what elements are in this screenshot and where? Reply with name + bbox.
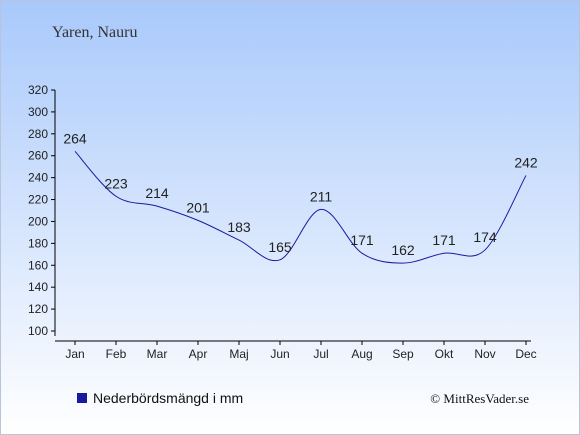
x-tick-label: Apr xyxy=(189,347,208,361)
y-tick-label: 100 xyxy=(28,324,48,338)
data-label: 211 xyxy=(310,188,333,204)
x-tick-label: Okt xyxy=(435,347,454,361)
y-axis-ticks: 100 120 140 160 180 200 220 240 260 280 300 320 xyxy=(28,83,55,338)
y-tick-label: 180 xyxy=(28,236,48,250)
data-label: 201 xyxy=(186,199,210,215)
x-tick-label: Feb xyxy=(106,347,127,361)
x-tick-label: Mar xyxy=(147,347,168,361)
data-label: 223 xyxy=(104,175,128,191)
x-tick-label: Jun xyxy=(270,347,289,361)
x-tick-label: Sep xyxy=(392,347,414,361)
data-label: 264 xyxy=(63,130,87,146)
x-tick-label: Jan xyxy=(65,347,84,361)
x-tick-label: Nov xyxy=(474,347,495,361)
data-label: 174 xyxy=(473,229,497,245)
x-axis-ticks: Jan Feb Mar Apr Maj Jun Jul Aug Sep Okt Nov Dec xyxy=(65,341,537,361)
data-label: 171 xyxy=(432,232,456,248)
legend-label: Nederbördsmängd i mm xyxy=(93,390,243,406)
y-tick-label: 300 xyxy=(28,105,48,119)
y-tick-label: 220 xyxy=(28,193,48,207)
y-tick-label: 160 xyxy=(28,258,48,272)
legend-swatch xyxy=(77,393,87,403)
data-label: 242 xyxy=(514,154,538,170)
legend: Nederbördsmängd i mm xyxy=(77,390,243,406)
y-tick-label: 120 xyxy=(28,302,48,316)
x-tick-label: Maj xyxy=(229,347,248,361)
x-tick-label: Aug xyxy=(351,347,372,361)
y-tick-label: 320 xyxy=(28,83,48,97)
data-label: 162 xyxy=(391,242,415,258)
y-tick-label: 140 xyxy=(28,280,48,294)
y-tick-label: 260 xyxy=(28,149,48,163)
copyright-text: © MittResVader.se xyxy=(430,391,529,406)
y-tick-label: 200 xyxy=(28,214,48,228)
data-labels: 264 223 214 201 183 165 211 171 162 171 174 242 xyxy=(63,130,538,258)
chart-title: Yaren, Nauru xyxy=(52,24,137,41)
data-label: 214 xyxy=(145,185,169,201)
y-tick-label: 280 xyxy=(28,127,48,141)
x-tick-label: Dec xyxy=(515,347,536,361)
data-label: 183 xyxy=(227,219,251,235)
x-tick-label: Jul xyxy=(313,347,328,361)
y-tick-label: 240 xyxy=(28,171,48,185)
data-label: 165 xyxy=(268,239,292,255)
data-label: 171 xyxy=(350,232,374,248)
chart-axes xyxy=(54,90,531,342)
series-line xyxy=(74,151,527,264)
